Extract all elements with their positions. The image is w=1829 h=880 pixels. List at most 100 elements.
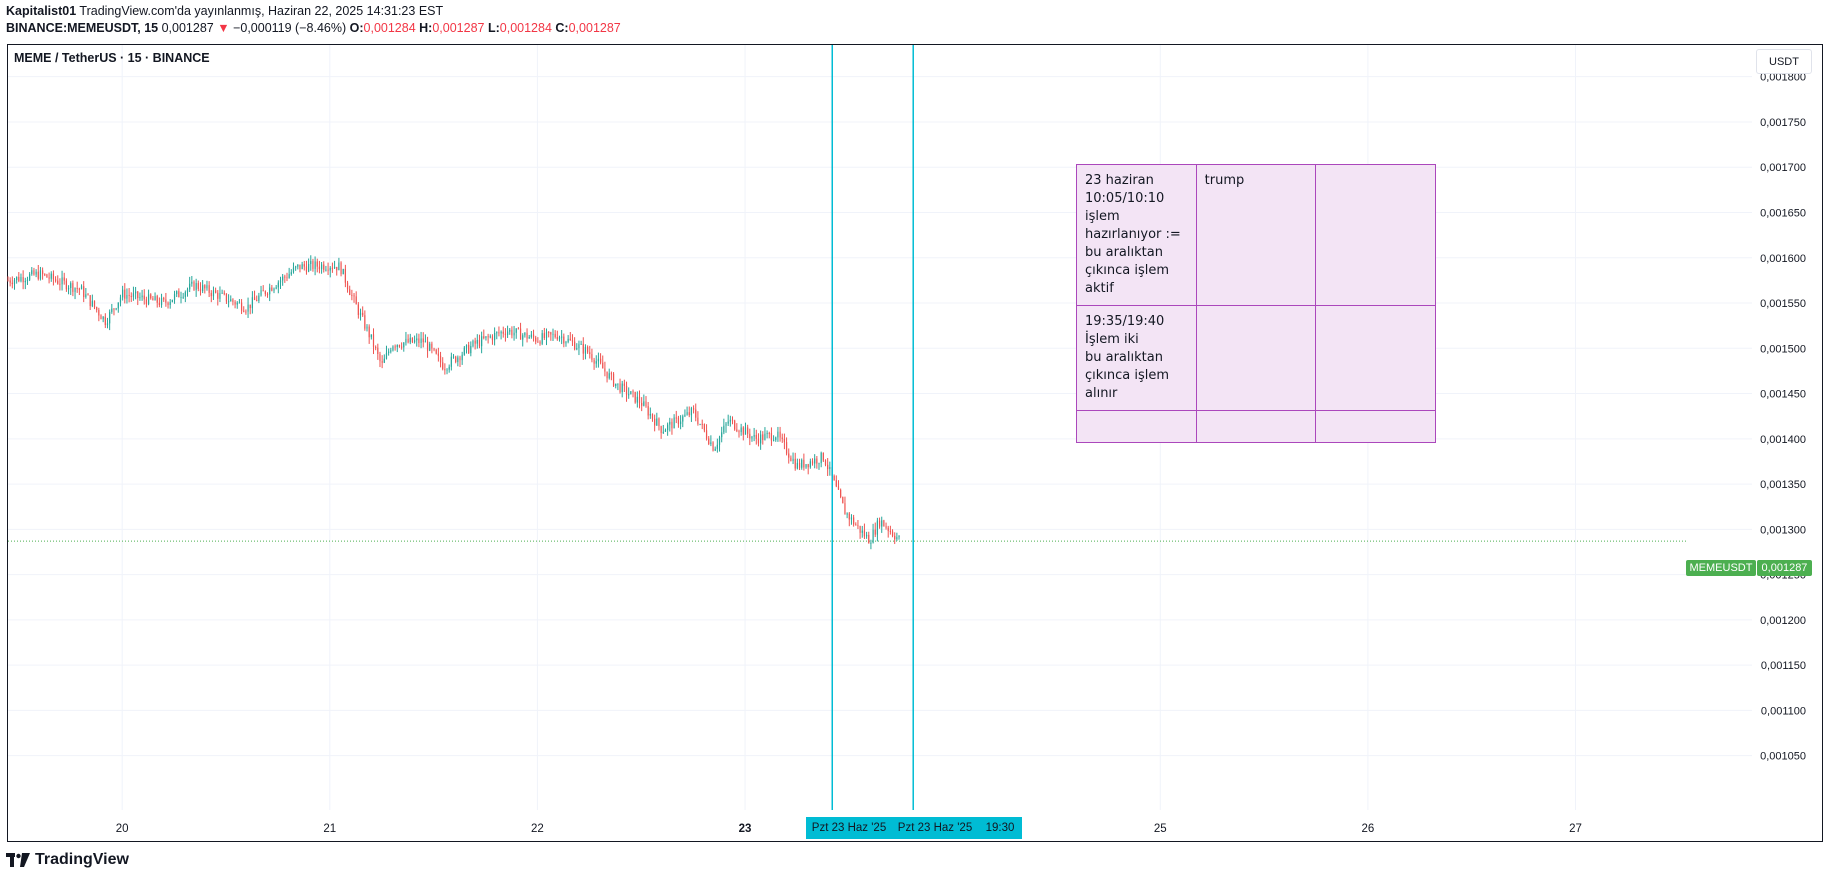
y-tick-label: 0,001050 <box>1760 751 1806 763</box>
candle-body <box>85 294 87 298</box>
candle-body <box>474 340 476 344</box>
candle-body <box>461 354 463 361</box>
candle-body <box>837 486 840 490</box>
candle-body <box>152 298 154 301</box>
candle-body <box>736 429 738 432</box>
candle-body <box>738 431 740 433</box>
candle-body <box>725 423 727 426</box>
candle-body <box>833 475 835 481</box>
chart-frame[interactable] <box>7 44 1823 842</box>
tradingview-logo[interactable]: TradingView <box>6 851 129 869</box>
x-tick-label: 27 <box>1569 823 1582 835</box>
candle-body <box>109 311 111 324</box>
candle-body <box>117 302 119 309</box>
candle-body <box>141 295 143 298</box>
candle-body <box>731 419 734 421</box>
note-cell-r2c2 <box>1195 305 1317 411</box>
candle-body <box>496 332 498 334</box>
candle-body <box>727 421 729 424</box>
author-name[interactable]: Kapitalist01 <box>6 4 77 18</box>
candle-body <box>853 517 855 525</box>
candle-body <box>703 423 705 431</box>
y-tick-label: 0,001450 <box>1760 389 1806 401</box>
candle-body <box>260 290 262 296</box>
candle-body <box>91 300 93 307</box>
candle-body <box>439 355 442 363</box>
candle-body <box>290 272 292 275</box>
candle-body <box>422 338 424 343</box>
candle-body <box>122 289 124 298</box>
candle-body <box>258 295 260 301</box>
y-tick-label: 0,001550 <box>1760 298 1806 310</box>
note-table[interactable]: 23 haziran 10:05/10:10 işlem hazırlanıyo… <box>1076 164 1436 443</box>
candle-body <box>599 358 602 363</box>
candle-body <box>57 280 59 284</box>
note-cell-r2c1: 19:35/19:40 İşlem iki bu aralıktan çıkın… <box>1076 305 1197 411</box>
candle-body <box>50 273 52 279</box>
candle-body <box>249 304 251 309</box>
candle-body <box>182 296 184 298</box>
candle-body <box>695 409 697 418</box>
candle-body <box>452 356 455 358</box>
candle-body <box>634 391 636 403</box>
candle-body <box>675 417 677 419</box>
candle-body <box>247 304 249 312</box>
candle-body <box>891 531 894 536</box>
candle-body <box>712 442 714 451</box>
currency-unit-button[interactable]: USDT <box>1756 49 1812 74</box>
candle-body <box>734 420 736 430</box>
candle-body <box>100 315 102 320</box>
candle-body <box>796 462 798 469</box>
last-price-tag: 0,001287 <box>1757 560 1812 576</box>
candle-body <box>54 279 57 281</box>
price-change: −0,000119 (−8.46%) <box>233 21 347 35</box>
candle-body <box>468 344 470 354</box>
candle-body <box>139 297 141 299</box>
candle-body <box>615 383 617 386</box>
candle-body <box>679 421 682 425</box>
candle-body <box>320 264 323 270</box>
candle-body <box>506 331 509 335</box>
candle-body <box>266 294 269 296</box>
candle-body <box>798 462 801 468</box>
candle-body <box>684 414 686 417</box>
chart-legend-title: MEME / TetherUS · 15 · BINANCE <box>14 51 210 65</box>
candle-body <box>297 264 299 267</box>
candle-body <box>147 294 150 305</box>
candle-body <box>885 526 887 528</box>
candle-body <box>338 262 340 271</box>
candle-body <box>651 413 654 419</box>
candle-body <box>571 340 574 342</box>
candle-body <box>264 291 266 295</box>
y-tick-label: 0,001100 <box>1761 705 1806 717</box>
candle-body <box>628 394 630 396</box>
candle-body <box>29 274 31 280</box>
candle-body <box>718 437 721 445</box>
candle-body <box>262 290 264 292</box>
candle-body <box>336 266 338 271</box>
candle-body <box>61 277 63 285</box>
candle-body <box>243 310 245 312</box>
candle-body <box>230 299 232 302</box>
candle-body <box>783 438 786 443</box>
candle-body <box>591 354 593 360</box>
candle-body <box>673 417 675 429</box>
candle-body <box>716 444 718 449</box>
candle-body <box>859 525 861 533</box>
candle-body <box>785 442 788 454</box>
candle-body <box>217 292 219 299</box>
candle-body <box>621 383 623 393</box>
candle-body <box>768 432 770 434</box>
down-arrow-icon: ▼ <box>217 21 230 35</box>
candle-body <box>667 424 669 430</box>
candle-body <box>132 293 135 297</box>
candle-body <box>33 270 35 275</box>
note-cell-r3c2 <box>1195 410 1317 443</box>
candle-body <box>154 296 156 301</box>
candle-body <box>314 261 316 269</box>
candle-body <box>316 261 318 267</box>
candle-body <box>44 274 46 276</box>
candle-body <box>171 299 173 302</box>
candle-body <box>478 339 481 347</box>
